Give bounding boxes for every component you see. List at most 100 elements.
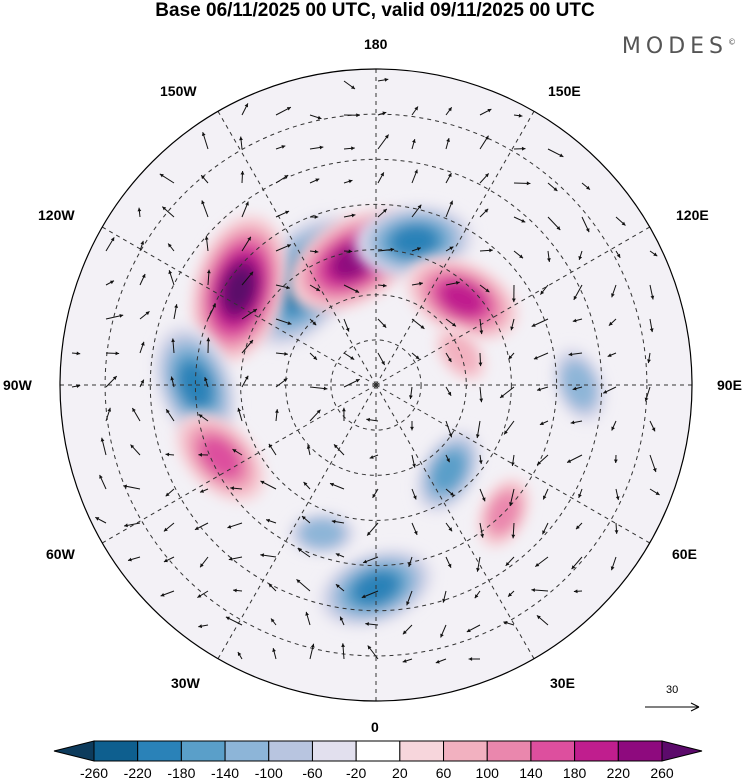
colorbar-label: -260 [79, 765, 109, 781]
wind-arrow [342, 407, 346, 422]
colorbar-label: 20 [392, 765, 408, 781]
wind-arrow [163, 556, 175, 563]
wind-arrow [200, 174, 209, 184]
wind-arrow [445, 454, 450, 463]
wind-arrow [139, 273, 146, 286]
colorbar-swatch [661, 740, 703, 762]
wind-arrow [241, 375, 249, 388]
wind-arrow [167, 243, 175, 252]
colorbar-label: 140 [519, 765, 543, 781]
wind-arrow [309, 249, 319, 254]
wind-arrow [531, 318, 549, 327]
wind-arrow [572, 386, 583, 391]
wind-arrow [411, 318, 425, 330]
wind-arrow [341, 643, 345, 660]
wind-arrow [275, 174, 289, 184]
wind-vectors [71, 77, 660, 664]
anomaly-center [435, 326, 487, 382]
wind-arrow [268, 443, 277, 456]
wind-arrow [479, 208, 489, 218]
wind-arrow [241, 339, 254, 354]
latitude-circle [194, 203, 558, 567]
colorbar-swatch [574, 740, 619, 762]
lon-label-left: 90W [3, 377, 32, 393]
wind-arrow [343, 113, 360, 118]
colorbar-label: -220 [123, 765, 152, 781]
wind-arrow [366, 417, 379, 422]
wind-arrow [511, 284, 516, 303]
wind-arrow [411, 488, 417, 500]
colorbar-label: -60 [302, 765, 323, 781]
wind-arrow [241, 236, 252, 252]
colorbar-swatch [224, 740, 270, 762]
wind-arrow [171, 338, 175, 354]
anomaly-field [153, 204, 607, 629]
wind-arrow [411, 522, 418, 536]
colorbar-swatch [443, 740, 488, 762]
wind-arrow [105, 351, 120, 356]
wind-arrow [139, 341, 145, 354]
latitude-circle [330, 339, 422, 431]
wind-arrow [377, 134, 390, 150]
wind-arrow [329, 482, 345, 490]
wind-arrow [479, 488, 486, 502]
wind-arrow [542, 522, 549, 535]
wind-arrow [531, 588, 549, 592]
colorbar-swatch [399, 740, 445, 762]
wind-arrow [275, 284, 291, 290]
wind-arrow [478, 352, 483, 367]
wind-arrow [411, 352, 420, 360]
wind-arrow [343, 80, 356, 90]
wind-arrow [644, 386, 651, 402]
wind-arrow [445, 386, 452, 396]
wind-arrow [479, 135, 489, 150]
wind-arrow [333, 444, 345, 456]
wind-arrow [100, 437, 107, 456]
colorbar-swatch [355, 740, 401, 762]
wind-arrow [230, 486, 243, 491]
anomaly-center [405, 256, 519, 341]
wind-arrow [163, 522, 175, 532]
wind-arrow [265, 518, 277, 524]
wind-arrow [237, 407, 243, 422]
wind-arrow [445, 522, 453, 532]
lon-label-bottom-left: 30W [171, 675, 200, 691]
wind-arrow [536, 386, 549, 392]
colorbar-label: 260 [650, 765, 674, 781]
wind-arrow [408, 556, 413, 567]
colorbar-swatch [93, 740, 139, 762]
wind-arrow [445, 137, 450, 150]
wind-arrow [165, 452, 175, 457]
wind-arrow [204, 236, 209, 252]
wind-arrow [199, 556, 209, 568]
wind-arrow [647, 352, 651, 364]
wind-arrow [513, 113, 523, 118]
wind-arrow [435, 658, 447, 664]
wind-arrow [170, 376, 175, 388]
colorbar-swatch [486, 740, 532, 762]
wind-arrow [566, 454, 583, 463]
wind-arrow [123, 484, 141, 490]
wind-arrow [649, 250, 658, 257]
wind-arrow [445, 352, 452, 363]
anomaly-center [153, 324, 238, 446]
colorbar-label: -20 [346, 765, 367, 781]
wind-arrow [503, 420, 515, 435]
wind-arrow [105, 407, 111, 422]
wind-arrow [241, 201, 249, 218]
wind-arrow [99, 474, 107, 490]
wind-arrow [479, 522, 484, 538]
wind-arrow [309, 386, 328, 391]
wind-arrow [309, 318, 317, 326]
wind-arrow [479, 248, 493, 253]
wind-arrow [275, 106, 292, 116]
wind-arrow [199, 488, 209, 493]
wind-arrow [272, 647, 277, 660]
wind-arrow [303, 481, 311, 490]
wind-arrow [275, 409, 279, 422]
wind-arrow [137, 207, 142, 218]
wind-arrow [649, 318, 654, 333]
wind-arrow [275, 318, 292, 325]
wind-arrow [130, 444, 141, 456]
